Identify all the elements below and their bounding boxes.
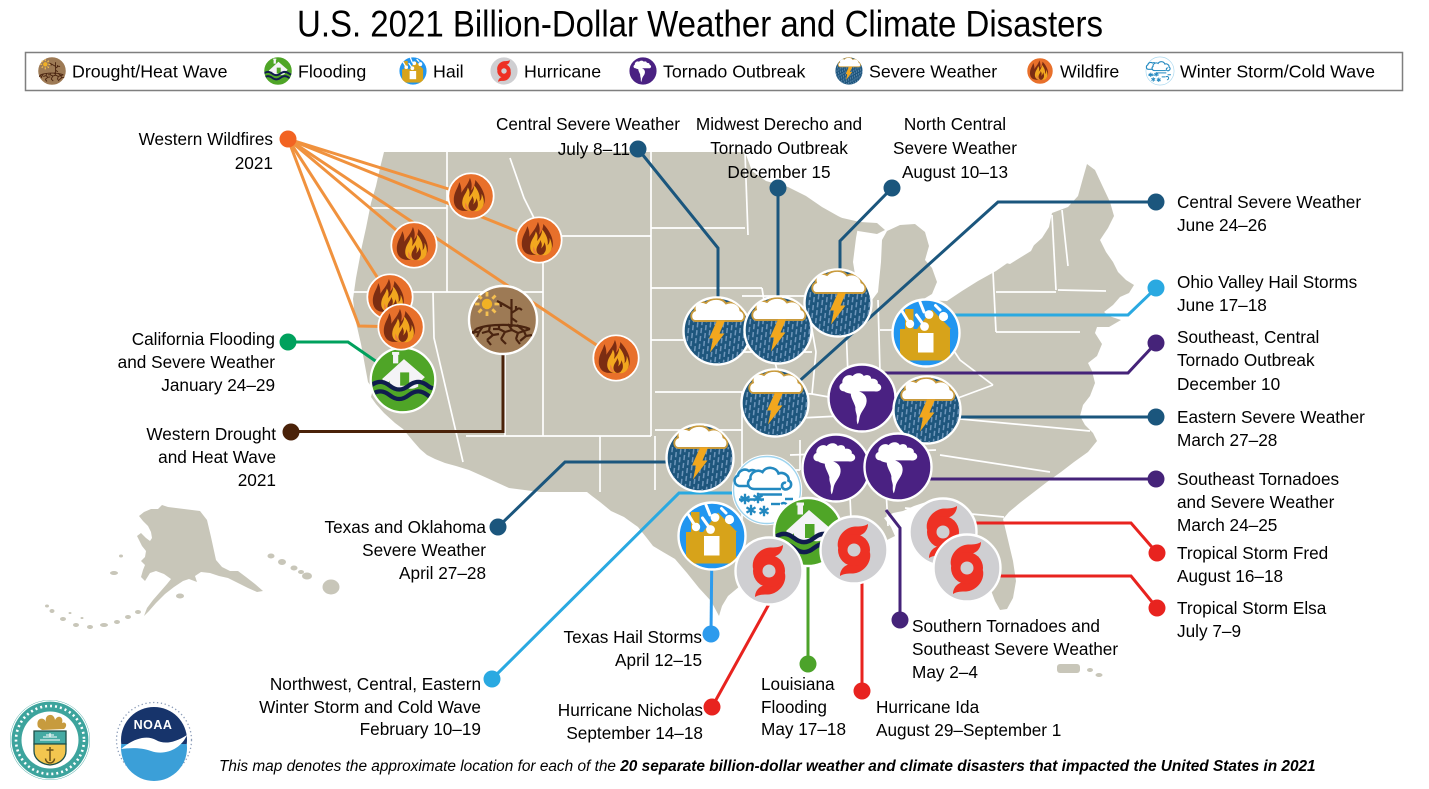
svg-text:Central Severe Weather: Central Severe Weather [1177, 192, 1361, 212]
svg-text:Midwest Derecho and: Midwest Derecho and [696, 114, 862, 134]
svg-text:Flooding: Flooding [298, 62, 366, 82]
svg-text:and Severe Weather: and Severe Weather [1177, 492, 1335, 512]
svg-text:2021: 2021 [235, 153, 273, 173]
svg-text:Tornado Outbreak: Tornado Outbreak [663, 62, 805, 82]
svg-text:Southeast Tornadoes: Southeast Tornadoes [1177, 469, 1339, 489]
svg-text:August 16–18: August 16–18 [1177, 566, 1283, 586]
svg-text:Louisiana: Louisiana [761, 674, 835, 694]
svg-text:August 10–13: August 10–13 [902, 162, 1008, 182]
svg-text:April 27–28: April 27–28 [399, 563, 486, 583]
svg-text:March 24–25: March 24–25 [1177, 515, 1277, 535]
svg-text:Winter Storm and Cold Wave: Winter Storm and Cold Wave [259, 697, 481, 717]
svg-text:NOAA: NOAA [134, 718, 173, 732]
svg-text:2021: 2021 [238, 470, 276, 490]
svg-text:September 14–18: September 14–18 [566, 723, 703, 743]
svg-text:Tornado Outbreak: Tornado Outbreak [1177, 350, 1315, 370]
svg-text:March 27–28: March 27–28 [1177, 430, 1277, 450]
svg-text:and Heat Wave: and Heat Wave [158, 447, 276, 467]
svg-text:Tornado Outbreak: Tornado Outbreak [710, 138, 848, 158]
svg-text:Tropical Storm Elsa: Tropical Storm Elsa [1177, 598, 1327, 618]
svg-text:Central Severe Weather: Central Severe Weather [496, 114, 680, 134]
svg-text:Texas Hail Storms: Texas Hail Storms [564, 627, 703, 647]
svg-text:December 15: December 15 [727, 162, 830, 182]
svg-text:May 17–18: May 17–18 [761, 719, 846, 739]
svg-text:Texas and Oklahoma: Texas and Oklahoma [325, 517, 487, 537]
svg-text:This map denotes the approxima: This map denotes the approximate locatio… [219, 758, 1316, 775]
svg-text:Severe Weather: Severe Weather [893, 138, 1017, 158]
svg-text:Hurricane Nicholas: Hurricane Nicholas [558, 700, 703, 720]
svg-text:Southern Tornadoes and: Southern Tornadoes and [912, 616, 1100, 636]
svg-text:July 7–9: July 7–9 [1177, 621, 1241, 641]
svg-text:May 2–4: May 2–4 [912, 662, 978, 682]
svg-text:Hail: Hail [433, 62, 464, 82]
svg-text:Winter Storm/Cold Wave: Winter Storm/Cold Wave [1180, 62, 1375, 82]
svg-text:Hurricane: Hurricane [524, 62, 601, 82]
svg-text:June 17–18: June 17–18 [1177, 295, 1267, 315]
svg-text:Severe Weather: Severe Weather [362, 540, 486, 560]
svg-text:California Flooding: California Flooding [132, 329, 275, 349]
svg-text:June 24–26: June 24–26 [1177, 215, 1267, 235]
svg-text:Tropical Storm Fred: Tropical Storm Fred [1177, 543, 1328, 563]
svg-text:April 12–15: April 12–15 [615, 650, 702, 670]
svg-text:Southeast, Central: Southeast, Central [1177, 327, 1319, 347]
svg-text:and Severe Weather: and Severe Weather [118, 352, 276, 372]
svg-text:January 24–29: January 24–29 [161, 375, 275, 395]
svg-text:Severe Weather: Severe Weather [869, 62, 997, 82]
svg-text:Ohio Valley Hail Storms: Ohio Valley Hail Storms [1177, 272, 1357, 292]
svg-text:Hurricane Ida: Hurricane Ida [876, 697, 980, 717]
svg-text:North Central: North Central [904, 114, 1006, 134]
svg-text:Eastern Severe Weather: Eastern Severe Weather [1177, 407, 1365, 427]
svg-text:Southeast Severe Weather: Southeast Severe Weather [912, 639, 1118, 659]
svg-text:U.S. 2021 Billion-Dollar Weath: U.S. 2021 Billion-Dollar Weather and Cli… [297, 4, 1103, 45]
svg-text:Wildfire: Wildfire [1060, 62, 1119, 82]
svg-text:August 29–September 1: August 29–September 1 [876, 720, 1061, 740]
svg-text:February 10–19: February 10–19 [360, 719, 481, 739]
svg-text:July 8–11: July 8–11 [558, 139, 630, 159]
svg-text:Flooding: Flooding [761, 697, 827, 717]
svg-text:December 10: December 10 [1177, 374, 1280, 394]
svg-text:Western Drought: Western Drought [146, 424, 276, 444]
svg-text:Northwest, Central, Eastern: Northwest, Central, Eastern [270, 674, 481, 694]
svg-text:Western Wildfires: Western Wildfires [139, 129, 273, 149]
svg-text:Drought/Heat Wave: Drought/Heat Wave [72, 62, 228, 82]
